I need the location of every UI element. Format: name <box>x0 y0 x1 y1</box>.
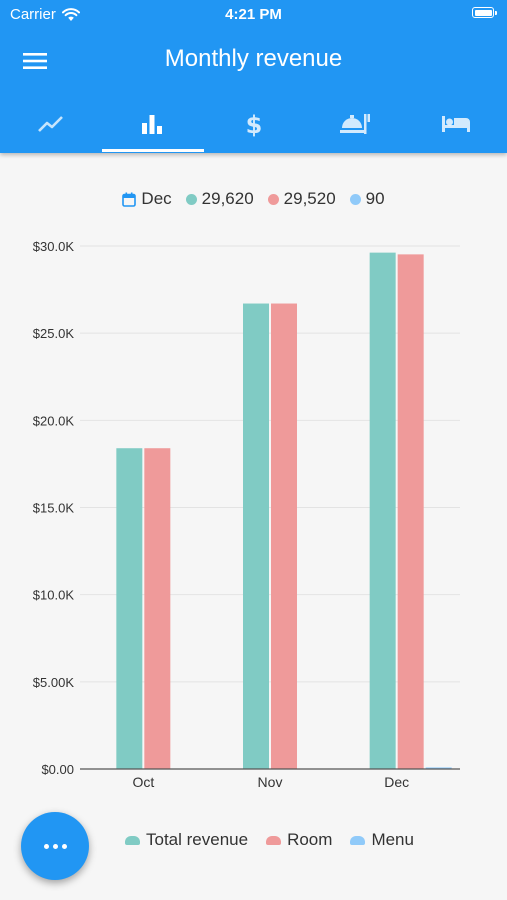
legend-room-label: Room <box>287 830 333 849</box>
legend-menu-label: Menu <box>371 830 414 849</box>
active-tab-indicator <box>102 149 204 152</box>
room-color-dot <box>267 193 279 205</box>
legend-total-label: Total revenue <box>146 830 249 849</box>
page-title: Monthly revenue <box>164 45 343 72</box>
summary-menu-value: 90 <box>365 189 385 208</box>
bar-room-nov <box>271 303 297 769</box>
legend-total-swatch <box>125 835 140 845</box>
calendar-icon <box>122 192 137 207</box>
svg-text:$: $ <box>245 111 262 137</box>
y-tick-label: $30.0K <box>33 239 75 254</box>
tab-bar: $ <box>0 94 507 153</box>
summary-menu: 90 <box>349 189 385 209</box>
bar-total-revenue-dec <box>369 252 396 770</box>
bar-total-revenue-oct <box>116 448 143 769</box>
bar-room-oct <box>144 448 171 769</box>
battery-icon <box>472 7 497 18</box>
summary-total: 29,620 <box>185 189 254 209</box>
status-bar: Carrier 4:21 PM <box>0 0 507 28</box>
tab-room-service[interactable] <box>304 94 405 153</box>
y-tick-label: $0.00 <box>41 762 74 777</box>
legend-item-room[interactable]: Room <box>266 830 332 850</box>
menu-color-dot <box>349 193 361 205</box>
legend-menu-swatch <box>350 835 366 845</box>
tab-trend[interactable] <box>0 94 101 153</box>
x-tick-label: Dec <box>384 774 409 790</box>
legend-item-menu[interactable]: Menu <box>350 830 414 850</box>
x-tick-label: Oct <box>132 774 154 790</box>
y-tick-label: $25.0K <box>33 326 75 341</box>
bar-chart-icon <box>142 114 163 134</box>
status-time: 4:21 PM <box>225 6 282 23</box>
room-service-icon <box>339 113 370 134</box>
tab-hotel[interactable] <box>406 94 507 153</box>
tab-dollar[interactable]: $ <box>203 94 304 153</box>
menu-button[interactable] <box>20 46 50 76</box>
y-tick-label: $15.0K <box>33 501 75 516</box>
x-tick-label: Nov <box>258 774 283 790</box>
bar-room-dec <box>397 254 424 770</box>
dollar-icon: $ <box>245 111 262 137</box>
selection-summary: Dec 29,620 29,520 90 <box>0 189 507 209</box>
bar-total-revenue-nov <box>243 303 269 769</box>
app-bar: Carrier 4:21 PM Monthly revenue <box>0 0 507 153</box>
more-horizontal-icon <box>43 843 67 849</box>
y-tick-label: $10.0K <box>33 588 75 603</box>
legend-item-total[interactable]: Total revenue <box>125 830 248 850</box>
summary-total-value: 29,620 <box>201 189 254 208</box>
summary-room-value: 29,520 <box>283 189 336 208</box>
wifi-icon <box>61 7 80 21</box>
more-options-fab[interactable] <box>21 812 89 880</box>
selected-month[interactable]: Dec <box>122 189 172 209</box>
hotel-bed-icon <box>442 115 471 132</box>
total-color-dot <box>185 193 197 205</box>
y-tick-label: $5.00K <box>33 675 75 690</box>
summary-room: 29,520 <box>267 189 336 209</box>
hamburger-menu-icon <box>23 53 47 69</box>
selected-month-label: Dec <box>141 189 172 208</box>
legend-room-swatch <box>266 835 282 845</box>
revenue-bar-chart: $0.00 $5.00K $10.0K $15.0K $20.0K $25.0K $30.0… <box>33 239 460 790</box>
carrier-indicator: Carrier <box>10 6 80 23</box>
trending-line-icon <box>37 115 63 132</box>
chart-legend: Total revenue Room Menu <box>125 830 414 850</box>
bar-menu-dec <box>425 767 452 769</box>
tab-bar-chart[interactable] <box>101 94 202 153</box>
y-tick-label: $20.0K <box>33 413 75 428</box>
carrier-label: Carrier <box>10 6 56 23</box>
